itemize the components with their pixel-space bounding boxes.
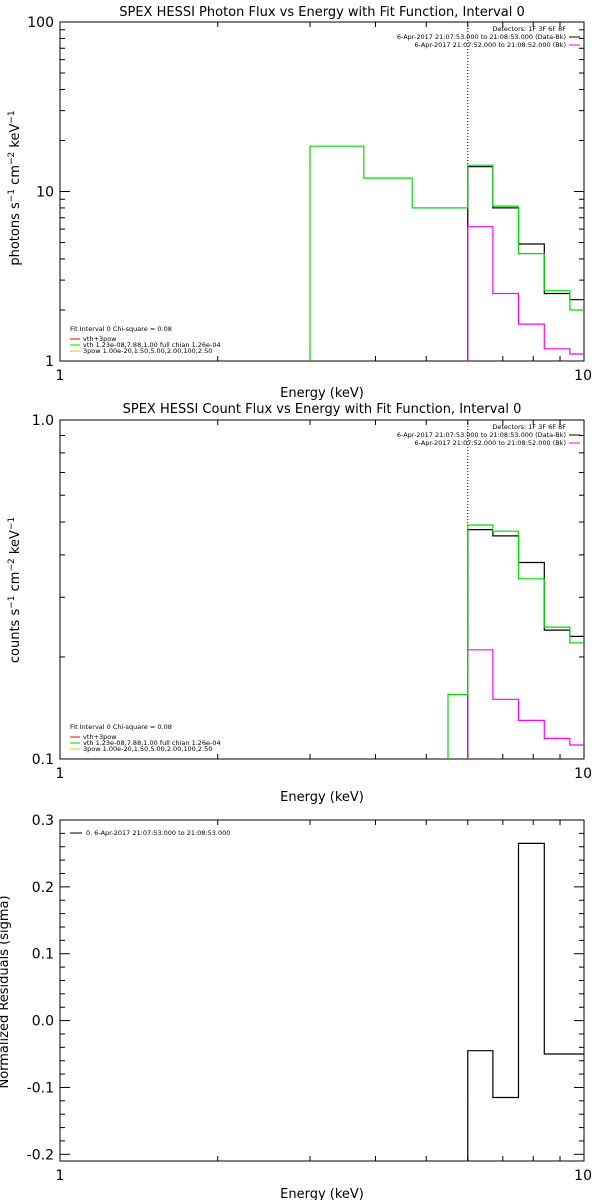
y-tick-label: -0.2 bbox=[27, 1147, 54, 1163]
photon-flux-panel: SPEX HESSI Photon Flux vs Energy with Fi… bbox=[7, 5, 592, 401]
y-tick-label: -0.1 bbox=[27, 1080, 54, 1096]
count-flux-panel: SPEX HESSI Count Flux vs Energy with Fit… bbox=[7, 402, 592, 805]
legend-label: 6-Apr-2017 21:07:52.000 to 21:08:52.000 … bbox=[415, 41, 566, 49]
x-axis-label: Energy (keV) bbox=[280, 790, 364, 805]
chart-title: SPEX HESSI Photon Flux vs Energy with Fi… bbox=[119, 5, 525, 20]
plot-frame bbox=[59, 819, 585, 1162]
y-tick-label: 0.0 bbox=[32, 1014, 54, 1030]
series-bk bbox=[467, 226, 584, 361]
series-vth-3pow bbox=[447, 524, 584, 759]
y-axis-label: counts s−1 cm−2 keV−1 bbox=[7, 517, 23, 663]
plot-frame bbox=[59, 419, 585, 760]
series-bk bbox=[467, 649, 584, 759]
x-tick-label: 1 bbox=[56, 368, 65, 384]
legend-header: Fit Interval 0 Chi-square = 0.08 bbox=[70, 723, 172, 731]
x-tick-label: 10 bbox=[574, 1168, 592, 1184]
legend-label: vth+3pow bbox=[83, 335, 117, 343]
series-vth-3pow bbox=[309, 145, 584, 361]
y-tick-label: 0.2 bbox=[32, 880, 54, 896]
x-tick-label: 10 bbox=[574, 766, 592, 782]
residuals-panel: Normalized Residuals (sigma) Energy (keV… bbox=[0, 813, 592, 1200]
x-tick-label: 1 bbox=[56, 1168, 65, 1184]
legend-header: Detectors: 1F 3F 6F 8F bbox=[492, 25, 566, 33]
legend-header: Fit Interval 0 Chi-square = 0.08 bbox=[70, 325, 172, 333]
x-tick-label: 1 bbox=[56, 766, 65, 782]
y-tick-label: 1 bbox=[45, 354, 54, 370]
series-residuals bbox=[467, 842, 584, 1161]
legend-header: Detectors: 1F 3F 6F 8F bbox=[492, 423, 566, 431]
y-tick-label: 0.1 bbox=[32, 947, 54, 963]
y-tick-label: 100 bbox=[27, 15, 54, 31]
legend-label: vth 1.23e-08,7.88,1.00 full chian 1.26e-… bbox=[83, 739, 221, 747]
y-tick-label: 0.3 bbox=[32, 813, 54, 829]
x-axis-label: Energy (keV) bbox=[280, 1187, 364, 1200]
legend-label: vth 1.23e-08,7.88,1.00 full chian 1.26e-… bbox=[83, 341, 221, 349]
legend-label: 6-Apr-2017 21:07:53.000 to 21:08:53.000 … bbox=[397, 33, 566, 41]
y-axis-label: Normalized Residuals (sigma) bbox=[0, 895, 12, 1088]
plot-area: -0.2 -0.1 0.0 0.1 0.2 0.3 1 10 0. 6-Apr-2017 21:… bbox=[27, 813, 592, 1184]
chart-title: SPEX HESSI Count Flux vs Energy with Fit… bbox=[123, 402, 522, 417]
legend-label: 3pow 1.00e-20,1.50,5.00,2.00,100,2.50 bbox=[83, 745, 212, 753]
x-tick-label: 10 bbox=[574, 368, 592, 384]
legend-label: 6-Apr-2017 21:07:52.000 to 21:08:52.000 … bbox=[415, 439, 566, 447]
x-axis-label: Energy (keV) bbox=[280, 386, 364, 401]
legend-label: vth+3pow bbox=[83, 733, 117, 741]
legend-label: 6-Apr-2017 21:07:53.000 to 21:08:53.000 … bbox=[397, 431, 566, 439]
y-axis-label: photons s−1 cm−2 keV−1 bbox=[7, 110, 23, 265]
y-tick-label: 0.1 bbox=[32, 752, 54, 768]
legend-label: 3pow 1.00e-20,1.50,5.00,2.00,100,2.50 bbox=[83, 347, 212, 355]
y-tick-label: 10 bbox=[36, 185, 54, 201]
legend-label: 0. 6-Apr-2017 21:07:53.000 to 21:08:53.0… bbox=[86, 829, 230, 837]
y-tick-label: 1.0 bbox=[32, 413, 54, 429]
